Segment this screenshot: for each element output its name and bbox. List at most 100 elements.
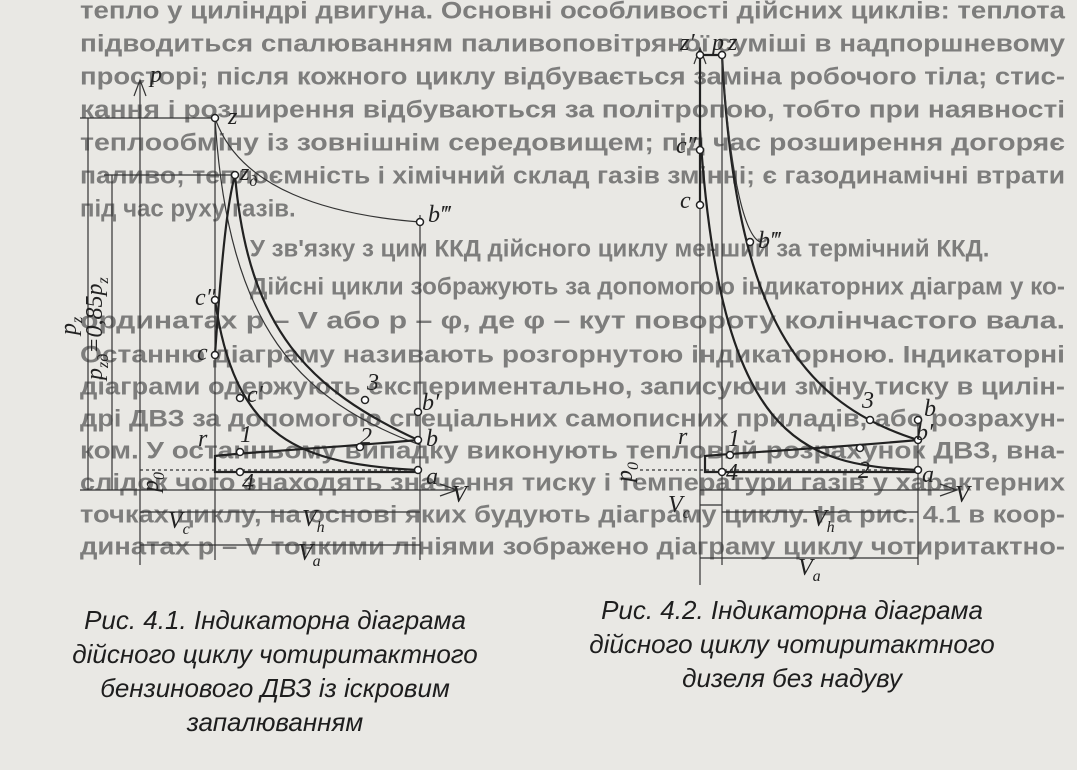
label-text: c′ [247,382,264,408]
diagram-label: Vc [168,508,190,538]
diagram-label: 4 [242,470,254,496]
point [355,442,365,452]
expansion-curve [213,174,419,441]
body-line: паливо; теплоємність і хімічний склад га… [80,162,1065,189]
label-text: z [239,160,250,186]
diagram-label: 1 [240,422,252,448]
points [210,113,425,477]
label-text: b′ [916,420,934,446]
diagram-label: a [922,462,934,488]
point [235,393,245,403]
diagram-label: z [227,104,238,130]
diagram-label: b‴ [428,202,452,228]
label-text: p [148,62,162,88]
label-text: p [710,30,724,56]
label-text: p [82,368,108,382]
diagram-label: b [426,426,438,452]
diagram-label: c″ [195,285,217,311]
label-text: z [227,104,238,130]
label-subscript: z [95,276,112,284]
label-subscript: д [249,173,257,190]
label-text: b‴ [428,202,452,228]
diagram-label: a [426,464,438,490]
diagram-label: 4 [726,460,738,486]
point [745,237,755,247]
diagram-label: 3 [861,388,874,414]
point [230,170,240,180]
diagram-label: z′ [679,30,695,56]
label-text: 4 [242,470,254,496]
figure-caption: запалюванням [186,707,364,737]
label-text: p [612,470,638,484]
label-subscript: 0 [151,472,168,480]
diagram-label: Vh [812,506,835,536]
diagram-label: Va [298,540,321,570]
body-line: У зв'язку з цим ККД дійсного циклу менши… [250,235,989,262]
point [695,50,705,60]
diagram-label: pz [56,316,86,337]
label-text: 2 [858,458,870,484]
diagram-label: Va [798,555,821,585]
point [913,415,923,425]
label-subscript: c [683,505,690,522]
figure-caption: дизеля без надуву [682,663,904,693]
label-text: z′ [679,30,695,56]
body-line: кання і розширення відбуваються за політ… [80,96,1065,123]
figure-caption: Рис. 4.1. Індикаторна діаграма [84,605,466,635]
diagram-label: 2 [858,458,870,484]
label-text: 2 [360,424,372,450]
compression-curve [698,129,919,472]
label-subscript: 0 [625,462,642,470]
diagram-label: 3 [366,370,379,396]
label-text: 3 [366,370,379,396]
point [695,200,705,210]
figure-caption: дійсного циклу чотиритактного [72,639,478,669]
body-line: ординатах p – V або p – φ, де φ – кут по… [80,307,1065,334]
label-text: a [426,464,438,490]
label-text: 4 [726,460,738,486]
label-text: p [56,323,82,337]
point [415,217,425,227]
body-line: Останню діаграму називають розгорнутою і… [80,341,1065,368]
diagram-label: c [680,188,691,214]
label-subscript: zд [95,354,112,369]
label-subscript: a [313,553,321,570]
diagram-label: b′ [916,420,934,446]
label-text: V [452,482,469,508]
label-text: V [298,540,315,566]
arrow [439,483,459,497]
label-text: b′ [422,390,440,416]
diagram-label: r [678,424,688,450]
point [717,467,727,477]
point [210,295,220,305]
label-text: V [302,506,319,532]
label-text: b [426,426,438,452]
diagram-label: b′ [422,390,440,416]
label-text: V [168,508,185,534]
diagram-label: 1 [728,426,740,452]
point [235,467,245,477]
label-text: c [680,188,691,214]
body-line: діаграми одержують експериментально, зап… [80,373,1065,400]
diagram-label: b [924,396,936,422]
label-text: 1 [728,426,740,452]
point [360,395,370,405]
diagram-label: p [148,62,162,88]
label-subscript: c [183,521,190,538]
body-line: під час руху газів. [80,195,296,222]
body-line: динатах p – V тонкими лініями зображено … [80,533,1065,560]
diagram-label: c [197,340,208,366]
theoretical-curve [721,54,761,243]
point [865,415,875,425]
point [210,350,220,360]
label-text: 3 [861,388,874,414]
diagram-label: p0 [612,462,642,484]
body-line: підводиться спалюванням паливоповітряної… [80,30,1066,57]
label-text: 1 [240,422,252,448]
body-text: тепло у циліндрі двигуна. Основні особли… [80,0,1066,560]
gas-exchange [703,438,919,474]
label-text: c″ [676,133,698,159]
label-subscript: a [813,568,821,585]
